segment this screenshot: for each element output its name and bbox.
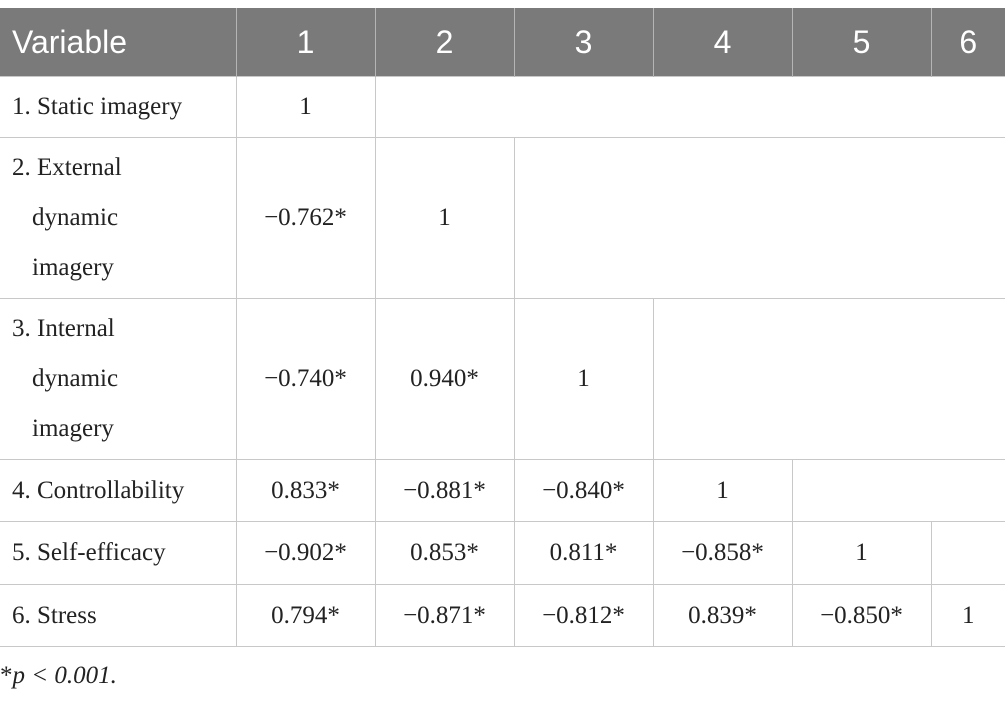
header-col-5: 5 — [792, 8, 932, 77]
row-label: 5. Self-efficacy — [0, 521, 236, 585]
table-row: 6. Stress 0.794* −0.871* −0.812* 0.839* … — [0, 584, 1005, 647]
table-row: 4. Controllability 0.833* −0.881* −0.840… — [0, 459, 1005, 522]
table-row: 3. Internal dynamic imagery −0.740* 0.94… — [0, 298, 1005, 460]
empty-cell — [791, 459, 1005, 522]
header-variable: Variable — [0, 8, 237, 77]
table-cell: −0.858* — [652, 521, 792, 585]
table-cell: 1 — [930, 584, 1005, 647]
empty-cell — [374, 76, 1005, 138]
footnote-text: p < 0.001. — [12, 662, 117, 689]
row-label: 3. Internal dynamic imagery — [0, 298, 236, 460]
footnote-marker: * — [0, 662, 13, 689]
table-cell: −0.840* — [513, 459, 653, 522]
row-label: 4. Controllability — [0, 459, 236, 522]
table-row: 5. Self-efficacy −0.902* 0.853* 0.811* −… — [0, 521, 1005, 585]
row-label: 6. Stress — [0, 584, 236, 647]
row-label-line: 6. Stress — [12, 601, 97, 629]
row-label: 1. Static imagery — [0, 76, 236, 138]
table-row: 2. External dynamic imagery −0.762* 1 — [0, 137, 1005, 299]
empty-cell — [652, 298, 1005, 460]
row-label-line: 1. Static imagery — [12, 93, 183, 120]
table-cell: −0.881* — [374, 459, 514, 522]
header-col-6: 6 — [931, 8, 1005, 77]
row-label-line: 4. Controllability — [12, 476, 185, 504]
row-label-line: 3. Internal — [12, 315, 115, 342]
row-label-line: dynamic — [32, 365, 119, 392]
table-cell: 0.811* — [513, 521, 653, 585]
table-cell: 0.940* — [374, 298, 514, 460]
header-col-2: 2 — [375, 8, 515, 77]
table-row: 1. Static imagery 1 — [0, 76, 1005, 138]
header-col-1: 1 — [236, 8, 376, 77]
row-label-line: imagery — [32, 254, 114, 281]
table-footnote: *p < 0.001. — [0, 662, 117, 690]
row-label-line: dynamic — [32, 204, 119, 231]
table-cell: 1 — [235, 76, 375, 138]
empty-cell — [513, 137, 1005, 299]
table-cell: 1 — [652, 459, 792, 522]
row-label-line: 5. Self-efficacy — [12, 539, 166, 566]
table-cell: −0.762* — [235, 137, 375, 299]
table-cell: 0.833* — [235, 459, 375, 522]
header-col-4: 4 — [653, 8, 793, 77]
table-cell: 0.794* — [235, 584, 375, 647]
table-cell: 0.853* — [374, 521, 514, 585]
table-cell: −0.850* — [791, 584, 931, 647]
header-row: Variable 1 2 3 4 5 6 — [0, 8, 1005, 77]
table-cell: −0.871* — [374, 584, 514, 647]
row-label: 2. External dynamic imagery — [0, 137, 236, 299]
table-cell: 0.839* — [652, 584, 792, 647]
table-cell: 1 — [791, 521, 931, 585]
table-cell: 1 — [513, 298, 653, 460]
row-label-line: 2. External — [12, 154, 122, 181]
empty-cell — [930, 521, 1005, 585]
table-cell: −0.812* — [513, 584, 653, 647]
correlation-table: Variable 1 2 3 4 5 6 1. Static imagery 1… — [0, 8, 1005, 647]
row-label-line: imagery — [32, 415, 114, 442]
table-cell: −0.740* — [235, 298, 375, 460]
header-col-3: 3 — [514, 8, 654, 77]
table-cell: −0.902* — [235, 521, 375, 585]
table-cell: 1 — [374, 137, 514, 299]
